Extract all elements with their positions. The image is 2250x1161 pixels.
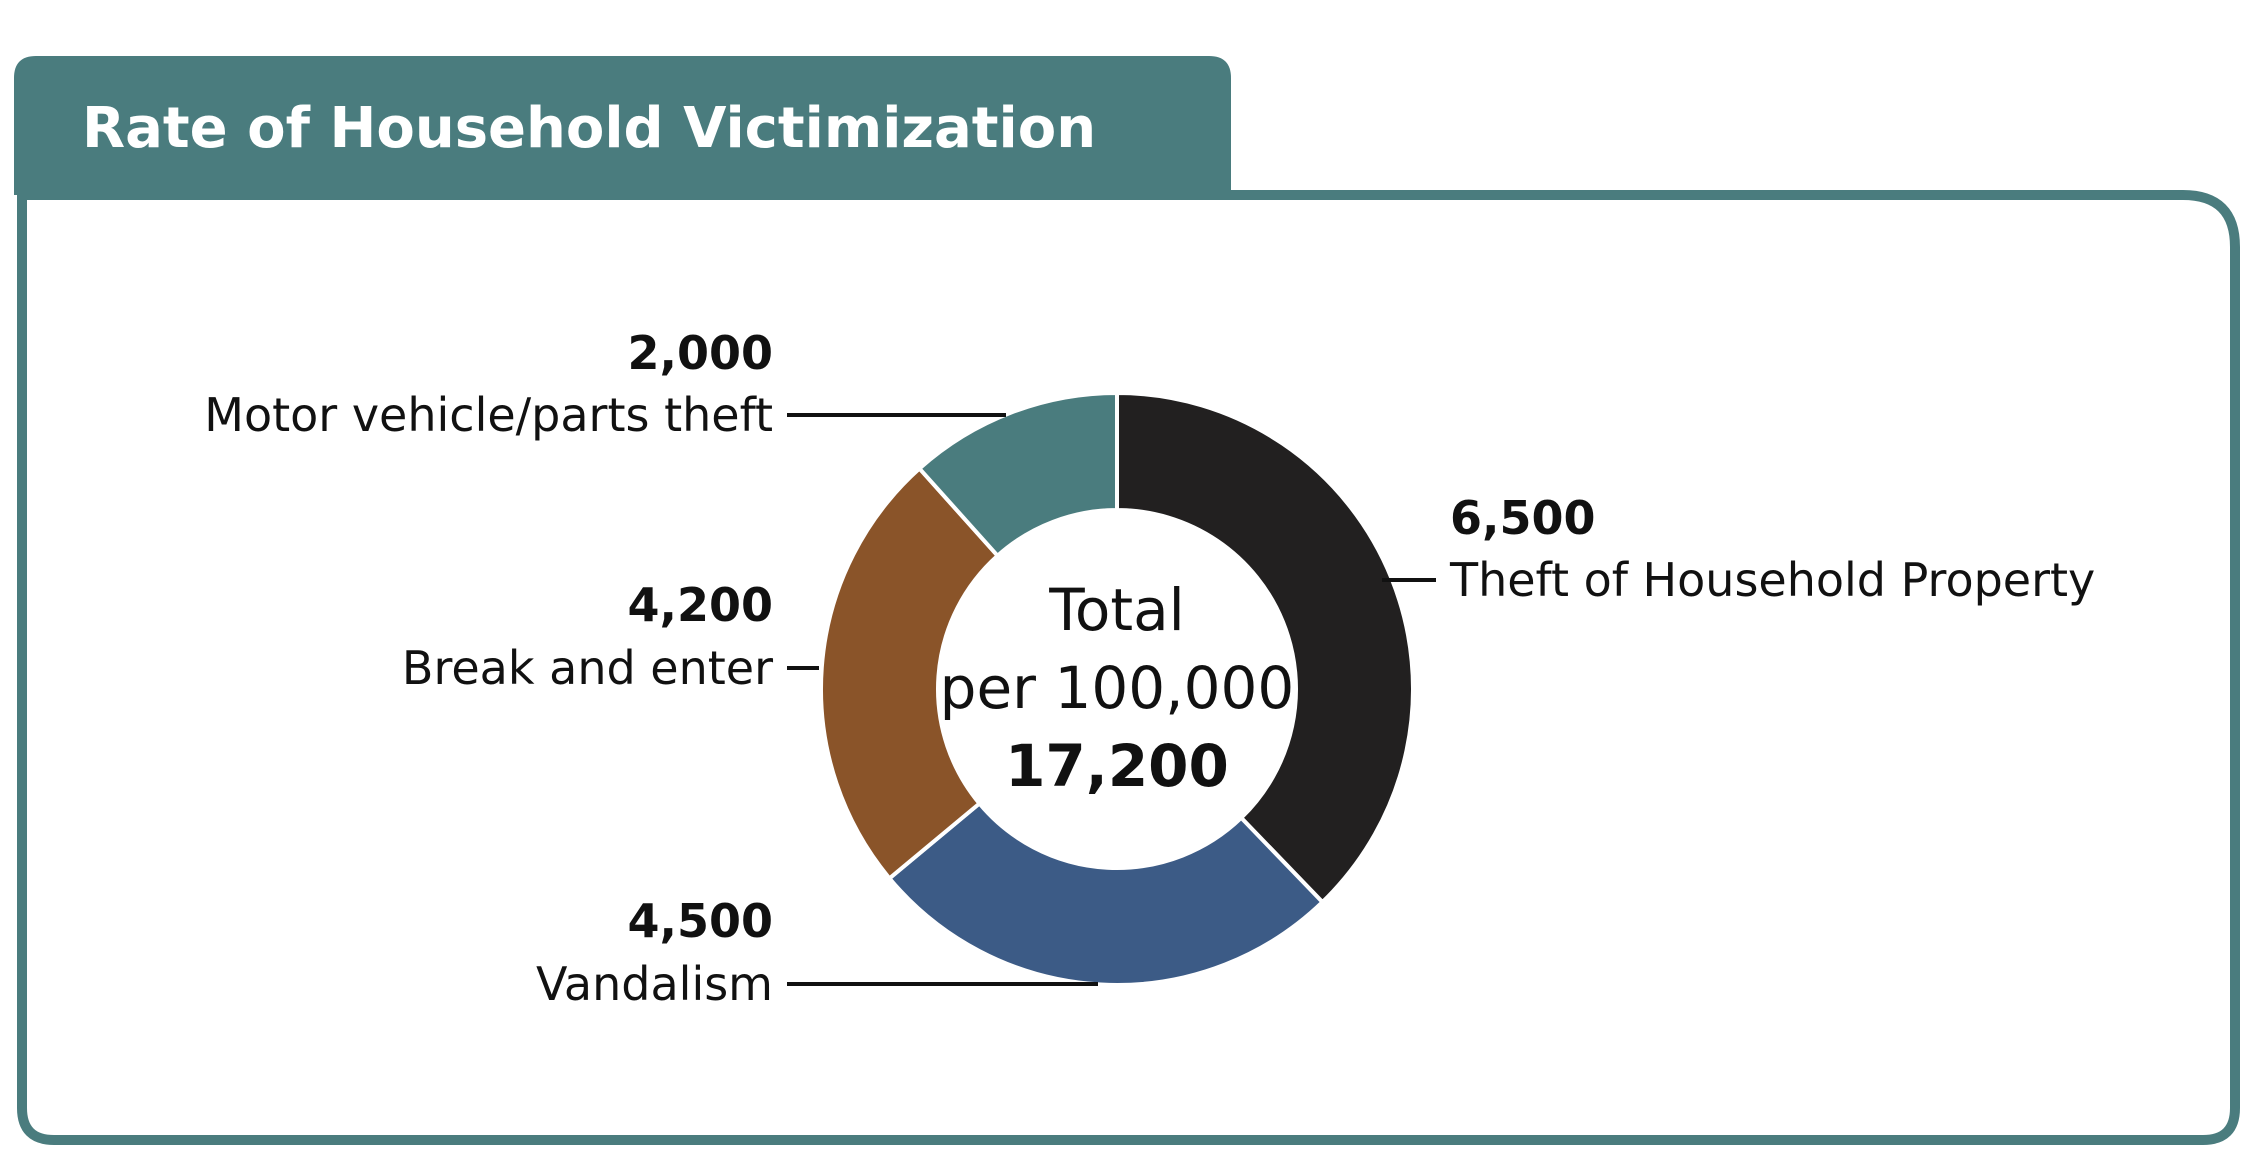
header-tab <box>14 56 1231 195</box>
value-label-motor-vehicle: 2,000 <box>627 326 773 380</box>
donut-slice-motor-vehicle <box>916 390 1119 559</box>
category-label-motor-vehicle: Motor vehicle/parts theft <box>204 388 773 442</box>
value-label-break-enter: 4,200 <box>627 578 773 632</box>
donut-slice-theft <box>1115 390 1416 905</box>
category-label-theft: Theft of Household Property <box>1449 553 2095 607</box>
donut-slice-break-enter <box>819 465 1001 882</box>
center-label-per-100000: per 100,000 <box>940 654 1295 722</box>
donut-chart <box>819 390 1416 987</box>
category-label-vandalism: Vandalism <box>536 957 773 1011</box>
page-title: Rate of Household Victimization <box>82 96 1096 161</box>
value-label-vandalism: 4,500 <box>627 894 773 948</box>
value-label-theft: 6,500 <box>1450 491 1596 545</box>
center-total-value: 17,200 <box>1005 732 1229 800</box>
panel-frame <box>17 190 2240 1145</box>
category-label-break-enter: Break and enter <box>402 641 773 695</box>
center-label-total: Total <box>1048 576 1184 644</box>
donut-slice-vandalism <box>886 800 1326 987</box>
